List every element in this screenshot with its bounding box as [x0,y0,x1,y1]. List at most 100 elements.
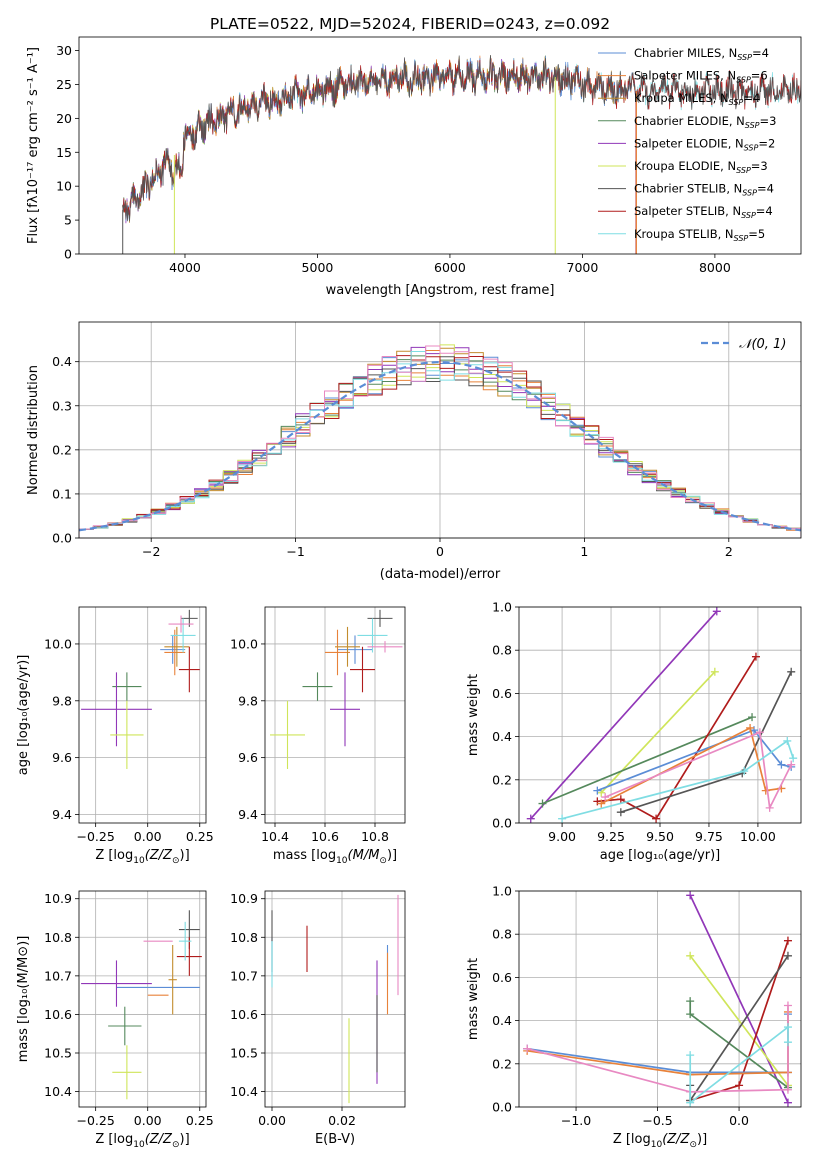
weight-point-marker [526,814,535,823]
weight-point-marker [761,786,770,795]
x-tick-label: 6000 [434,260,466,275]
x-axis-label: age [log₁₀(age/yr)] [600,848,721,863]
plot-area [271,894,399,1104]
y-tick-label: 25 [56,77,72,92]
x-tick-label: 1 [580,544,588,559]
x-tick-label: 0.00 [134,1113,162,1128]
x-tick-label: 2 [725,544,733,559]
weight-point-marker [783,1085,792,1094]
x-axis-label: wavelength [Angstrom, rest frame] [326,283,555,298]
y-axis-label: Normed distribution [26,365,41,495]
legend: Chabrier MILES, NSSP=4 Salpeter MILES, NS… [598,46,776,243]
weight-point-marker [783,1038,792,1047]
legend-label: Chabrier ELODIE, NSSP=3 [634,114,776,130]
axes-frame [78,321,802,539]
weight-point-marker [593,786,602,795]
y-tick-label: 0 [64,247,72,262]
y-tick-label: 0.2 [492,1056,512,1071]
weight-point-marker [686,997,695,1006]
weight-point-marker [765,803,774,812]
y-tick-label: 10.9 [230,891,258,906]
x-tick-label: −0.25 [76,829,114,844]
x-tick-label: 7000 [567,260,599,275]
weight-point-marker [740,767,749,776]
x-tick-label: 0.00 [134,829,162,844]
age-vs-mass-panel: 10.4 10.6 10.8 9.4 9.6 9.8 10.0 mass [log10(M/M… [230,606,406,866]
y-tick-label: 10.5 [44,1046,72,1061]
y-tick-label: 10.9 [44,891,72,906]
weight-point-marker [789,754,798,763]
axes-frame [78,36,802,255]
y-tick-label: 0.8 [492,927,512,942]
y-tick-label: 10.4 [230,1084,258,1099]
y-tick-label: 9.4 [238,807,258,822]
y-tick-label: 0.6 [492,970,512,985]
weight-point-marker [783,951,792,960]
plot-area [81,609,200,769]
x-tick-label: −1.0 [561,1113,591,1128]
x-tick-label: 0.00 [258,1113,286,1128]
weight-point-marker [787,760,796,769]
axes-frame [518,890,802,1108]
weight-series-line [530,610,718,820]
weight-point-marker [616,795,625,804]
y-tick-label: 30 [56,43,72,58]
weight-point-marker [783,1023,792,1032]
spectrum-panel: 4000 5000 6000 7000 8000 0 5 10 15 20 25 30 PLATE=05… [26,15,802,298]
weight-series-line [600,671,716,794]
x-tick-label: 4000 [169,260,201,275]
weight-point-marker [616,808,625,817]
y-axis-label: mass weight [466,958,481,1040]
legend-label: 𝒩(0, 1) [739,337,786,352]
weight-point-marker [783,736,792,745]
y-tick-label: 10.4 [44,1084,72,1099]
weight-point-marker [783,1098,792,1107]
weight-point-marker [686,1098,695,1107]
y-tick-label: 10 [56,179,72,194]
weight-point-marker [746,723,755,732]
plot-area [523,891,792,1107]
legend-label: Chabrier MILES, NSSP=4 [634,46,769,62]
plot-area [79,344,801,538]
spectrum-series [122,54,801,222]
weight-point-marker [523,1044,532,1053]
y-tick-label: 9.6 [52,750,72,765]
y-tick-label: 15 [56,145,72,160]
x-tick-label: 8000 [699,260,731,275]
legend-label: Kroupa STELIB, NSSP=5 [634,227,765,243]
mass-vs-ebv-panel: 0.00 0.02 10.4 10.5 10.6 10.7 10.8 10.9 E(B-V) [230,890,406,1147]
plot-area [270,609,403,769]
gaussian-curve [79,360,801,532]
plot-area [81,910,202,1100]
y-tick-label: 10.5 [230,1046,258,1061]
y-tick-label: 0.4 [492,729,512,744]
weight-point-marker [538,799,547,808]
weight-point-marker [686,891,695,900]
x-tick-label: 10.6 [311,829,339,844]
legend-label: Salpeter MILES, NSSP=6 [634,69,768,85]
legend-label: Chabrier STELIB, NSSP=4 [634,182,774,198]
weight-point-marker [601,793,610,802]
weight-point-marker [751,652,760,661]
y-tick-label: 0.2 [52,442,72,457]
x-tick-label: 10.4 [261,829,289,844]
weight-series-line [542,716,753,805]
weight-point-marker [755,728,764,737]
x-tick-label: 9.25 [597,829,625,844]
weight-point-marker [597,799,606,808]
plot-area [526,607,798,823]
y-axis-label: Flux [fλ10⁻¹⁷ erg cm⁻² s⁻¹ A⁻¹] [26,47,41,244]
y-axis-label: mass weight [466,674,481,756]
y-axis-label: mass [log₁₀(M/M⊙)] [16,936,31,1063]
axes-frame [264,606,406,824]
weight-series-line [561,739,795,820]
x-tick-label: 0.0 [729,1113,749,1128]
y-tick-label: 10.6 [230,1007,258,1022]
weight-point-marker [748,713,757,722]
x-axis-label: (data-model)/error [380,567,501,582]
weight-point-marker [712,607,721,616]
y-tick-label: 10.6 [44,1007,72,1022]
legend-label: Salpeter STELIB, NSSP=4 [634,204,773,220]
x-tick-label: 5000 [302,260,334,275]
